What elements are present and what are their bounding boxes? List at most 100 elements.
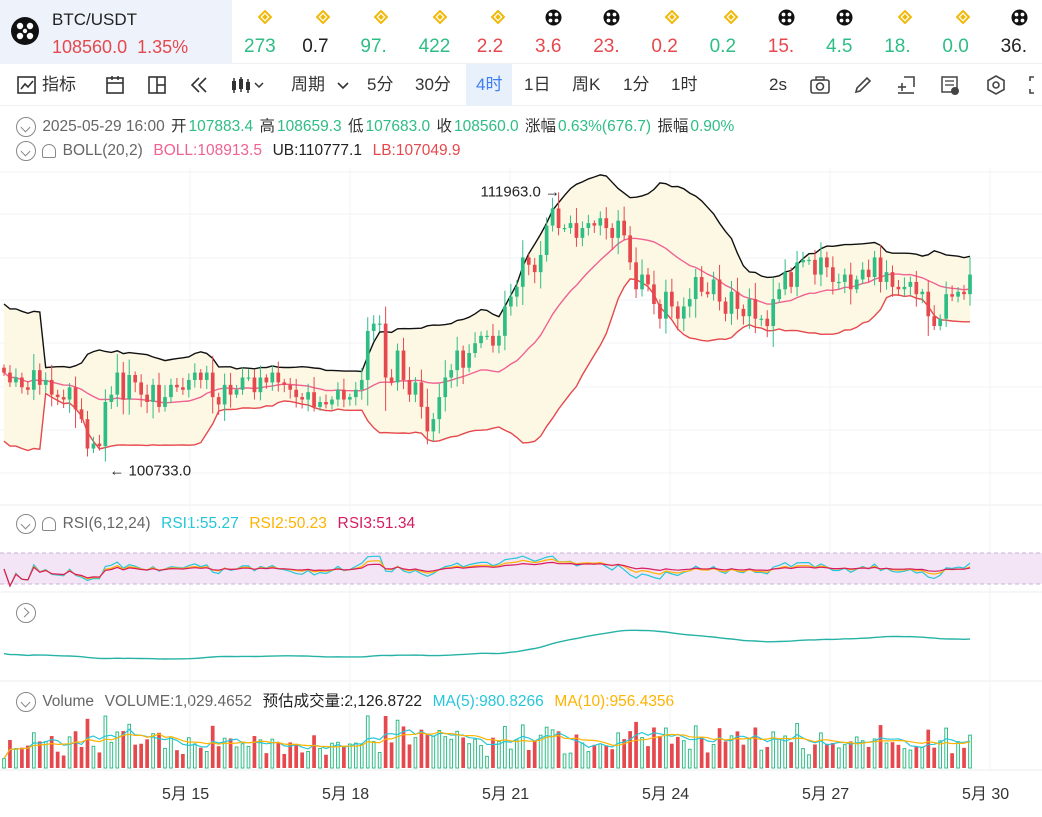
ticker-item[interactable]: 422 bbox=[419, 0, 475, 64]
volume-bar bbox=[783, 735, 787, 769]
ticker-item[interactable]: 23. bbox=[593, 0, 649, 64]
period-dropdown[interactable]: 周期 bbox=[291, 75, 325, 94]
volume-bar bbox=[300, 752, 304, 768]
candle-body bbox=[741, 308, 746, 317]
volume-bar bbox=[735, 731, 740, 768]
chart-indicator-icon[interactable] bbox=[16, 74, 38, 96]
volume-bar bbox=[26, 745, 30, 768]
collapse-toggle-icon[interactable] bbox=[16, 116, 36, 137]
collapse-toggle-icon[interactable] bbox=[16, 691, 36, 712]
ticker-item[interactable]: 18. bbox=[884, 0, 940, 64]
interval-tab[interactable]: 5分 bbox=[367, 75, 394, 94]
candle-body bbox=[723, 301, 728, 314]
eraser-icon[interactable] bbox=[939, 74, 961, 96]
volume-bar bbox=[753, 727, 758, 768]
layout-icon[interactable] bbox=[146, 74, 168, 96]
interval-tab[interactable]: 1时 bbox=[671, 75, 698, 94]
volume-bar bbox=[920, 746, 925, 769]
volume-bar bbox=[294, 743, 299, 768]
ticker-item[interactable]: 0.7 bbox=[302, 0, 358, 64]
volume-bar bbox=[336, 741, 340, 769]
volume-bar bbox=[693, 725, 698, 769]
volume-bar bbox=[258, 739, 263, 769]
volume-bar bbox=[449, 738, 454, 769]
interval-tab[interactable]: 周K bbox=[572, 75, 601, 94]
candle-body bbox=[491, 335, 495, 346]
candle-body bbox=[169, 384, 173, 398]
ticker-item[interactable]: 2.2 bbox=[477, 0, 533, 64]
candle-body bbox=[848, 274, 853, 290]
volume-bar bbox=[282, 753, 287, 768]
volume-bar bbox=[389, 742, 394, 768]
candle-body bbox=[449, 370, 454, 378]
volume-bar bbox=[246, 745, 251, 769]
volume-ma5: MA(5):980.8266 bbox=[432, 693, 544, 710]
change-value: 0.63%(676.7) bbox=[557, 118, 652, 135]
volume-bar bbox=[854, 736, 859, 769]
volume-estimate: 预估成交量:2,126.8722 bbox=[262, 693, 422, 710]
candle-body bbox=[252, 377, 257, 393]
indicators-button[interactable]: 指标 bbox=[42, 75, 76, 94]
last-price: 108560.0 bbox=[52, 37, 128, 57]
candle-body bbox=[532, 264, 537, 273]
volume-bar bbox=[401, 726, 406, 768]
ticker-item[interactable]: 36. bbox=[1001, 0, 1042, 64]
ticker-item[interactable]: 273 bbox=[244, 0, 300, 64]
candle-body bbox=[944, 294, 948, 319]
candle-body bbox=[556, 208, 561, 229]
boll-ub-value: UB:110777.1 bbox=[272, 142, 362, 160]
candle-body bbox=[31, 370, 36, 390]
interval-tab[interactable]: 1分 bbox=[623, 75, 650, 94]
candle-type-icon[interactable] bbox=[230, 74, 264, 96]
collapse-toggle-icon[interactable] bbox=[16, 514, 36, 534]
add-window-icon[interactable] bbox=[895, 74, 917, 96]
volume-bar bbox=[437, 729, 442, 769]
ticker-item[interactable]: 0.0 bbox=[942, 0, 998, 64]
candle-body bbox=[222, 384, 227, 405]
ticker-item[interactable]: 4.5 bbox=[826, 0, 882, 64]
camera-icon[interactable] bbox=[809, 74, 831, 96]
expand-toggle-icon[interactable] bbox=[16, 603, 36, 623]
low-value: 107683.0 bbox=[365, 118, 431, 135]
collapse-toggle-icon[interactable] bbox=[16, 141, 36, 161]
chevron-down-icon bbox=[337, 82, 349, 90]
volume-bar bbox=[914, 746, 919, 768]
alert-bell-icon[interactable] bbox=[42, 517, 57, 531]
candle-body bbox=[103, 401, 108, 447]
candle-body bbox=[592, 223, 597, 226]
candle-body bbox=[353, 389, 358, 398]
pencil-icon[interactable] bbox=[852, 74, 874, 96]
refresh-rate[interactable]: 2s bbox=[769, 75, 787, 94]
interval-tab[interactable]: 4时 bbox=[466, 64, 513, 106]
candle-body bbox=[538, 254, 543, 273]
volume-ma10: MA(10):956.4356 bbox=[554, 693, 675, 710]
volume-bar bbox=[836, 747, 841, 769]
ticker-item[interactable]: 97. bbox=[360, 0, 416, 64]
candle-body bbox=[157, 384, 161, 407]
price-and-change: 108560.0 1.35% bbox=[52, 37, 188, 58]
candle-body bbox=[866, 269, 871, 278]
main-ticker[interactable]: BTC/USDT 108560.0 1.35% bbox=[0, 0, 232, 64]
volume-bar bbox=[157, 732, 161, 768]
replay-icon[interactable] bbox=[188, 74, 210, 96]
settings-icon[interactable] bbox=[985, 74, 1007, 96]
ticker-item[interactable]: 0.2 bbox=[710, 0, 766, 64]
interval-tab[interactable]: 1日 bbox=[524, 75, 551, 94]
interval-tab[interactable]: 30分 bbox=[415, 75, 451, 94]
candle-body bbox=[216, 397, 221, 405]
bnb-icon bbox=[898, 10, 913, 24]
candle-body bbox=[914, 281, 919, 295]
candle-body bbox=[473, 343, 477, 353]
candle-body bbox=[854, 279, 859, 290]
calendar-icon[interactable] bbox=[104, 74, 126, 96]
candle-body bbox=[664, 291, 668, 319]
volume-bar bbox=[210, 725, 215, 768]
fullscreen-icon[interactable] bbox=[1028, 74, 1042, 96]
oscillator-line bbox=[3, 629, 971, 660]
ticker-value: 2.2 bbox=[476, 36, 504, 57]
ticker-item[interactable]: 3.6 bbox=[535, 0, 591, 64]
candle-body bbox=[926, 291, 931, 317]
ticker-item[interactable]: 0.2 bbox=[651, 0, 707, 64]
alert-bell-icon[interactable] bbox=[42, 144, 57, 158]
ticker-item[interactable]: 15. bbox=[768, 0, 824, 64]
